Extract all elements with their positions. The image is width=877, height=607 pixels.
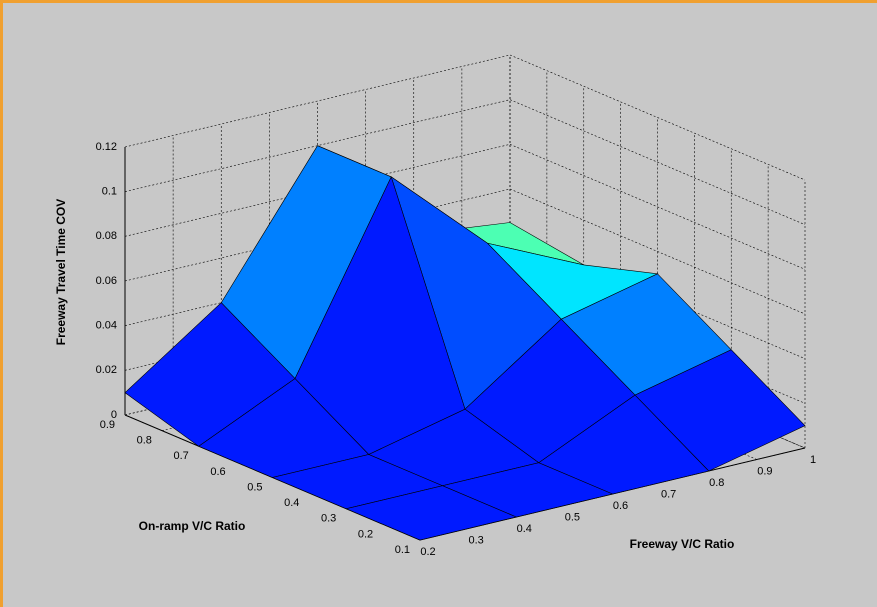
x-tick-label: 0.5 <box>565 511 580 523</box>
z-tick-label: 0.08 <box>96 230 117 242</box>
grid-line <box>509 188 806 315</box>
x-tick-label: 0.2 <box>420 546 435 558</box>
grid-line <box>509 54 806 181</box>
y-tick-label: 0.7 <box>173 450 188 462</box>
grid-line <box>509 99 806 225</box>
x-axis-title: Freeway V/C Ratio <box>630 537 735 551</box>
y-tick-label: 0.3 <box>321 513 336 525</box>
y-tick-label: 0.5 <box>247 481 262 493</box>
x-tick-label: 0.6 <box>613 500 628 512</box>
x-tick-label: 0.3 <box>468 534 483 546</box>
x-tick-label: 0.4 <box>517 523 532 535</box>
z-tick-label: 0.12 <box>96 141 117 153</box>
z-tick-label: 0.1 <box>102 186 117 198</box>
y-tick-label: 0.1 <box>395 544 410 556</box>
z-axis-title: Freeway Travel Time COV <box>54 199 68 346</box>
x-tick-label: 0.7 <box>661 488 676 500</box>
y-tick-label: 0.2 <box>358 528 373 540</box>
grid-line <box>124 54 511 148</box>
z-tick-label: 0.02 <box>96 364 117 376</box>
x-tick-label: 1 <box>810 454 816 466</box>
y-axis-title: On-ramp V/C Ratio <box>139 519 246 533</box>
surface-face <box>345 485 518 541</box>
z-tick-label: 0.04 <box>96 320 117 332</box>
grid-line <box>509 144 806 270</box>
x-tick-label: 0.8 <box>709 477 724 489</box>
x-tick-label: 0.9 <box>757 465 772 477</box>
y-tick-label: 0.4 <box>284 497 299 509</box>
y-tick-label: 0.8 <box>137 435 152 447</box>
z-tick-label: 0 <box>111 409 117 421</box>
y-tick-label: 0.6 <box>210 466 225 478</box>
z-tick-label: 0.06 <box>96 275 117 287</box>
y-tick-label: 0.9 <box>100 419 115 431</box>
